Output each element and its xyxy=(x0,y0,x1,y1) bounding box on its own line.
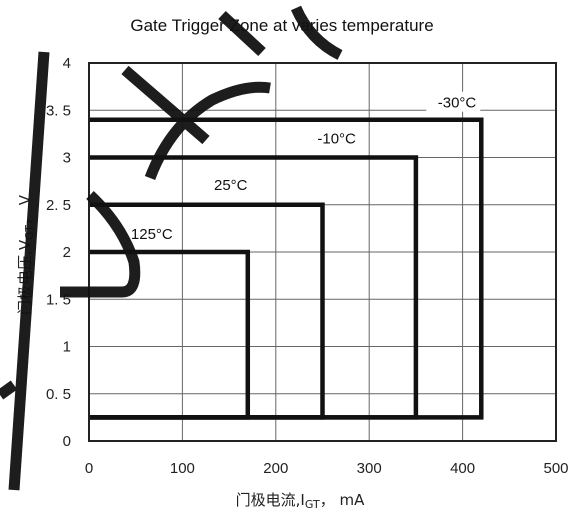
watermark-stroke xyxy=(60,190,141,298)
x-tick-label: 300 xyxy=(357,460,382,477)
y-tick-label: 4 xyxy=(63,55,71,72)
series-label: -30°C xyxy=(438,95,477,112)
watermark-stroke xyxy=(290,5,343,60)
y-tick-label: 2. 5 xyxy=(46,197,71,214)
y-tick-label: 2 xyxy=(63,244,71,261)
chart-title: Gate Trigger Zone at varies temperature xyxy=(130,16,433,35)
x-tick-label: 200 xyxy=(263,460,288,477)
x-tick-label: 400 xyxy=(450,460,475,477)
y-tick-label: 3. 5 xyxy=(46,102,71,119)
x-tick-label: 0 xyxy=(85,460,93,477)
trigger-zone-outline xyxy=(89,155,419,420)
trigger-zone-outline xyxy=(89,249,251,420)
series-label: -10°C xyxy=(317,131,356,148)
y-tick-label: 0. 5 xyxy=(46,386,71,403)
y-tick-label: 1 xyxy=(63,339,71,356)
trigger-zone-outline xyxy=(89,117,484,420)
series-label-background xyxy=(426,91,481,112)
y-tick-label: 3 xyxy=(63,150,71,167)
zones-layer xyxy=(89,117,484,420)
watermark xyxy=(0,5,343,491)
plot-frame xyxy=(88,62,557,442)
x-axis-label: 门极电流,IGT， mA xyxy=(236,491,365,511)
y-tick-label: 0 xyxy=(63,433,71,450)
x-tick-label: 500 xyxy=(543,460,568,477)
series-label: 125°C xyxy=(131,226,173,243)
watermark-stroke xyxy=(144,81,271,180)
watermark-stroke xyxy=(0,380,18,400)
watermark-stroke xyxy=(218,10,266,57)
series-labels: -30°C -10°C 25°C 125°C xyxy=(131,91,481,243)
watermark-stroke xyxy=(121,65,210,145)
series-label: 25°C xyxy=(214,177,248,194)
x-tick-label: 100 xyxy=(170,460,195,477)
watermark-stroke xyxy=(8,51,50,491)
